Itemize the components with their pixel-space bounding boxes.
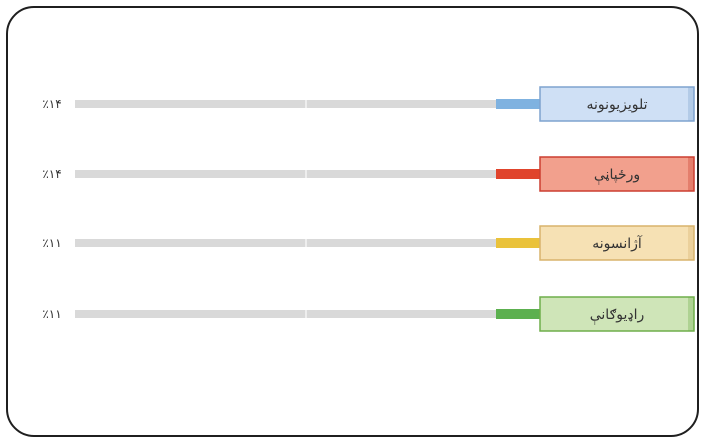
bar-track [75, 100, 540, 108]
label-shade [688, 297, 694, 331]
category-label: آژانسونه [592, 235, 643, 252]
chart-frame [6, 6, 699, 437]
category-label-box [539, 86, 695, 122]
value-label: ٪۱۱ [42, 236, 61, 250]
category-label-box [539, 225, 695, 261]
bar [496, 309, 540, 319]
bar-track [75, 239, 540, 247]
label-shade [688, 226, 694, 260]
value-label: ٪۱۴ [42, 167, 61, 181]
bar-track [75, 170, 540, 178]
label-shade [688, 87, 694, 121]
category-label: ورځپاڼې [594, 167, 640, 185]
bar [496, 169, 540, 179]
track-divider [305, 170, 307, 178]
track-divider [305, 100, 307, 108]
bar [496, 99, 540, 109]
value-label: ٪۱۴ [42, 97, 61, 111]
value-label: ٪۱۱ [42, 307, 61, 321]
category-label: تلویزیونونه [586, 97, 647, 113]
category-label: راډیوګانې [590, 307, 645, 325]
track-divider [305, 310, 307, 318]
category-label-box [539, 296, 695, 332]
bar-track [75, 310, 540, 318]
category-label-box [539, 156, 695, 192]
label-shade [688, 157, 694, 191]
bar [496, 238, 540, 248]
track-divider [305, 239, 307, 247]
